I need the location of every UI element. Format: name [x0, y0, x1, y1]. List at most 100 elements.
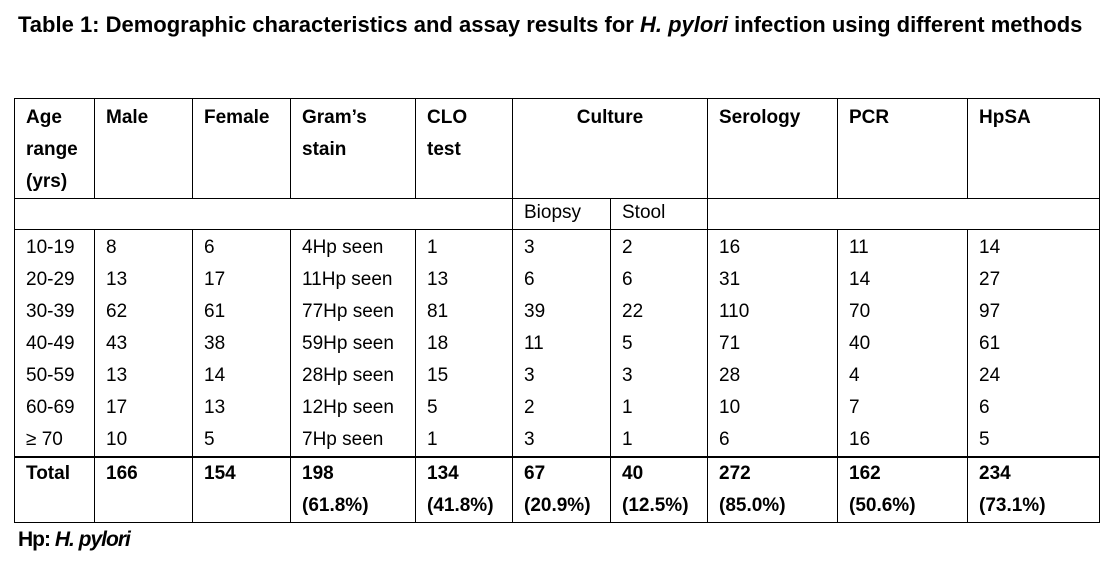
cell-age: ≥ 70: [14, 424, 95, 457]
cell-biopsy: 3: [512, 360, 611, 392]
total-pcr-pct: (50.6%): [849, 495, 916, 516]
cell-gram: 4Hp seen: [290, 229, 416, 264]
cell-male: 43: [94, 328, 193, 360]
cell-age: 10-19: [14, 229, 95, 264]
total-hpsa: 234 (73.1%): [967, 456, 1100, 523]
header-clo: CLO test: [415, 98, 513, 199]
header-row: Age range (yrs) Male Female Gram’s stain…: [14, 98, 1100, 199]
cell-serology: 16: [707, 229, 838, 264]
cell-stool: 1: [610, 392, 708, 424]
footnote-species: H. pylori: [54, 528, 131, 551]
cell-serology: 10: [707, 392, 838, 424]
header-pcr: PCR: [837, 98, 968, 199]
cell-age: 30-39: [14, 296, 95, 328]
cell-biopsy: 3: [512, 424, 611, 457]
total-clo-value: 134: [427, 463, 459, 484]
cell-clo: 5: [415, 392, 513, 424]
header-male: Male: [94, 98, 193, 199]
table-row: ≥ 70 10 5 7Hp seen 1 3 1 6 16 5: [14, 424, 1100, 457]
cell-serology: 31: [707, 264, 838, 296]
cell-male: 10: [94, 424, 193, 457]
cell-female: 17: [192, 264, 291, 296]
table-row: 60-69 17 13 12Hp seen 5 2 1 10 7 6: [14, 392, 1100, 424]
table-row: 20-29 13 17 11Hp seen 13 6 6 31 14 27: [14, 264, 1100, 296]
cell-pcr: 11: [837, 229, 968, 264]
total-gram-value: 198: [302, 463, 334, 484]
demographics-table: Age range (yrs) Male Female Gram’s stain…: [14, 98, 1100, 523]
cell-female: 61: [192, 296, 291, 328]
cell-female: 5: [192, 424, 291, 457]
caption-species: H. pylori: [639, 12, 728, 37]
total-gram: 198 (61.8%): [290, 456, 416, 523]
total-biopsy: 67 (20.9%): [512, 456, 611, 523]
cell-pcr: 40: [837, 328, 968, 360]
cell-stool: 5: [610, 328, 708, 360]
total-row: Total 166 154 198 (61.8%) 134 (41.8%) 67 (2…: [14, 456, 1100, 523]
header-female: Female: [192, 98, 291, 199]
cell-pcr: 4: [837, 360, 968, 392]
total-clo: 134 (41.8%): [415, 456, 513, 523]
table-row: 10-19 8 6 4Hp seen 1 3 2 16 11 14: [14, 229, 1100, 264]
header-culture: Culture: [512, 98, 708, 199]
cell-serology: 28: [707, 360, 838, 392]
total-gram-pct: (61.8%): [302, 495, 369, 516]
cell-gram: 28Hp seen: [290, 360, 416, 392]
total-pcr-value: 162: [849, 463, 881, 484]
cell-biopsy: 6: [512, 264, 611, 296]
total-hpsa-pct: (73.1%): [979, 495, 1046, 516]
total-label: Total: [14, 456, 95, 523]
cell-biopsy: 11: [512, 328, 611, 360]
cell-male: 13: [94, 264, 193, 296]
footnote-abbr: Hp:: [18, 528, 55, 551]
header-serology: Serology: [707, 98, 838, 199]
cell-gram: 12Hp seen: [290, 392, 416, 424]
total-female: 154: [192, 456, 291, 523]
cell-female: 6: [192, 229, 291, 264]
total-serology-pct: (85.0%): [719, 495, 786, 516]
cell-pcr: 7: [837, 392, 968, 424]
subheader-spacer-right: [707, 198, 1100, 230]
cell-hpsa: 97: [967, 296, 1100, 328]
table-row: 50-59 13 14 28Hp seen 15 3 3 28 4 24: [14, 360, 1100, 392]
cell-age: 40-49: [14, 328, 95, 360]
subheader-biopsy: Biopsy: [512, 198, 611, 230]
cell-female: 13: [192, 392, 291, 424]
cell-gram: 11Hp seen: [290, 264, 416, 296]
cell-serology: 71: [707, 328, 838, 360]
caption-suffix: infection using different methods: [727, 12, 1083, 37]
table-row: 30-39 62 61 77Hp seen 81 39 22 110 70 97: [14, 296, 1100, 328]
cell-clo: 18: [415, 328, 513, 360]
cell-stool: 2: [610, 229, 708, 264]
cell-biopsy: 39: [512, 296, 611, 328]
caption-prefix: Table 1: Demographic characteristics and…: [18, 12, 640, 37]
total-serology: 272 (85.0%): [707, 456, 838, 523]
cell-clo: 1: [415, 229, 513, 264]
cell-hpsa: 27: [967, 264, 1100, 296]
cell-clo: 81: [415, 296, 513, 328]
cell-pcr: 16: [837, 424, 968, 457]
cell-stool: 3: [610, 360, 708, 392]
total-biopsy-pct: (20.9%): [524, 495, 591, 516]
total-biopsy-value: 67: [524, 463, 546, 484]
cell-clo: 15: [415, 360, 513, 392]
cell-gram: 59Hp seen: [290, 328, 416, 360]
total-stool-value: 40: [622, 463, 644, 484]
cell-gram: 7Hp seen: [290, 424, 416, 457]
table-row: 40-49 43 38 59Hp seen 18 11 5 71 40 61: [14, 328, 1100, 360]
cell-biopsy: 3: [512, 229, 611, 264]
total-pcr: 162 (50.6%): [837, 456, 968, 523]
cell-hpsa: 61: [967, 328, 1100, 360]
header-gram: Gram’s stain: [290, 98, 416, 199]
total-clo-pct: (41.8%): [427, 495, 494, 516]
header-age: Age range (yrs): [14, 98, 95, 199]
cell-stool: 6: [610, 264, 708, 296]
cell-clo: 13: [415, 264, 513, 296]
cell-gram: 77Hp seen: [290, 296, 416, 328]
cell-male: 8: [94, 229, 193, 264]
table-body: 10-19 8 6 4Hp seen 1 3 2 16 11 14 20-29 13 17 11Hp se…: [14, 229, 1100, 457]
cell-age: 20-29: [14, 264, 95, 296]
subheader-row: Biopsy Stool: [14, 198, 1100, 230]
cell-clo: 1: [415, 424, 513, 457]
header-hpsa: HpSA: [967, 98, 1100, 199]
cell-serology: 6: [707, 424, 838, 457]
